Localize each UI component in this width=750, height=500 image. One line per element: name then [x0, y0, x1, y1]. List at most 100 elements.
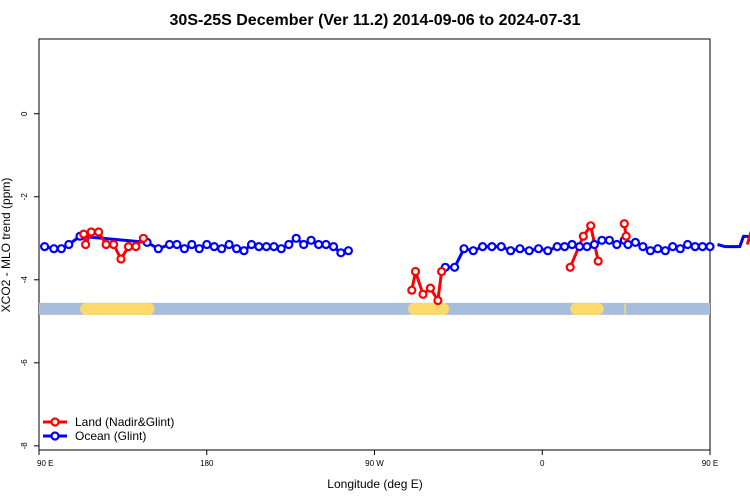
ocean-point-0-24	[291, 233, 301, 243]
land-point-1-4	[433, 295, 443, 306]
land-point-0-4	[101, 239, 111, 250]
land-point-3-0	[619, 219, 629, 229]
land-point-0-6	[116, 254, 126, 264]
land-point-1-5	[437, 266, 447, 277]
land-point-2-2	[586, 221, 596, 231]
band-land-1	[408, 302, 450, 315]
ocean-point-0-13	[209, 242, 219, 252]
ocean-point-1-15	[574, 242, 585, 252]
ocean-point-1-19	[604, 235, 615, 245]
ocean-point-1-11	[543, 246, 553, 256]
x-tick-label-2: 90 W	[365, 459, 384, 468]
ocean-point-0-21	[269, 242, 279, 252]
ocean-point-0-25	[299, 239, 309, 250]
land-point-1-1	[410, 266, 421, 277]
land-point-1-3	[425, 283, 435, 293]
y-tick-label-3: -6	[20, 359, 29, 367]
y-axis: 0 -2 -4 -6 -8	[20, 111, 39, 449]
ocean-point-1-9	[524, 246, 534, 256]
ocean-point-0-30	[336, 248, 346, 258]
land-point-0-0	[79, 229, 89, 239]
x-axis-label: Longitude (deg E)	[327, 477, 422, 491]
ocean-point-0-7	[164, 239, 175, 250]
ocean-point-0-2	[56, 244, 67, 254]
ocean-point-0-11	[194, 244, 204, 254]
ocean-point-1-18	[597, 235, 607, 245]
legend-label-0: Land (Nadir&Glint)	[75, 415, 174, 429]
band-land-2	[570, 302, 604, 315]
ocean-point-0-29	[328, 242, 339, 252]
land-point-1-2	[418, 289, 428, 299]
ocean-point-0-28	[321, 239, 331, 250]
land-point-0-7	[123, 242, 134, 252]
surface-band	[39, 302, 710, 315]
band-land-0	[80, 302, 155, 315]
chart-title: 30S-25S December (Ver 11.2) 2014-09-06 t…	[170, 12, 581, 29]
y-tick-label-2: -4	[20, 276, 29, 284]
ocean-point-1-10	[533, 244, 544, 254]
legend-marker-1	[50, 431, 60, 441]
ocean-point-0-9	[179, 244, 189, 254]
ocean-point-1-3	[468, 246, 478, 256]
legend-label-1: Ocean (Glint)	[75, 429, 146, 443]
land-point-0-5	[108, 239, 119, 250]
ocean-point-1-6	[496, 242, 506, 252]
land-point-3-1	[621, 231, 631, 241]
ocean-point-1-30	[682, 239, 693, 250]
ocean-point-0-19	[254, 242, 264, 252]
ocean-point-0-22	[276, 244, 286, 254]
land-point-0-2	[86, 227, 96, 237]
land-point-0-9	[138, 233, 148, 243]
land-point-1-0	[407, 285, 417, 295]
y-tick-label-0: 0	[20, 111, 29, 116]
y-tick-label-1: -2	[20, 193, 29, 201]
ocean-point-0-23	[284, 239, 294, 250]
ocean-point-1-5	[487, 242, 497, 252]
ocean-point-1-1	[450, 262, 460, 272]
ocean-point-0-20	[261, 242, 271, 252]
ocean-point-0-14	[217, 244, 227, 254]
y-tick-label-4: -8	[20, 442, 29, 450]
land-point-0-1	[80, 239, 91, 250]
ocean-point-0-6	[153, 244, 163, 254]
ocean-point-1-33	[705, 242, 715, 252]
x-tick-label-0: 90 E	[37, 459, 53, 468]
ocean-point-0-18	[246, 239, 257, 250]
ocean-point-1-31	[690, 242, 700, 252]
ocean-point-1-22	[623, 239, 633, 250]
y-axis-label: XCO2 - MLO trend (ppm)	[0, 178, 13, 313]
ocean-point-1-32	[697, 242, 708, 252]
ocean-point-0-27	[314, 239, 324, 250]
ocean-point-0-3	[64, 239, 74, 250]
ocean-point-1-24	[638, 242, 648, 252]
ocean-point-1-7	[506, 246, 516, 256]
ocean-point-1-17	[589, 239, 600, 250]
ocean-point-0-1	[49, 244, 59, 254]
series-layer	[39, 219, 750, 306]
x-axis: 90 E 180 90 W 0 90 E	[37, 450, 718, 468]
ocean-point-1-12	[552, 242, 562, 252]
legend-marker-0	[50, 417, 60, 427]
ocean-point-1-2	[459, 244, 469, 254]
ocean-point-0-15	[224, 239, 234, 250]
ocean-point-1-14	[567, 239, 577, 250]
ocean-point-0-31	[343, 246, 353, 256]
x-tick-label-3: 0	[540, 459, 545, 468]
ocean-point-1-25	[645, 246, 656, 256]
x-tick-label-4: 90 E	[702, 459, 718, 468]
ocean-point-0-12	[202, 239, 212, 250]
land-point-0-8	[131, 242, 141, 252]
ocean-point-0-17	[239, 246, 249, 256]
band-land-3	[624, 302, 627, 315]
ocean-point-1-27	[660, 246, 670, 256]
ocean-point-1-20	[612, 239, 622, 250]
land-point-2-3	[593, 256, 603, 266]
ocean-point-0-26	[306, 235, 316, 245]
ocean-point-1-23	[630, 237, 641, 247]
ocean-point-1-26	[653, 244, 663, 254]
ocean-point-0-0	[39, 242, 50, 252]
ocean-point-0-10	[187, 239, 197, 250]
land-point-2-1	[578, 231, 588, 241]
ocean-point-1-8	[515, 244, 525, 254]
